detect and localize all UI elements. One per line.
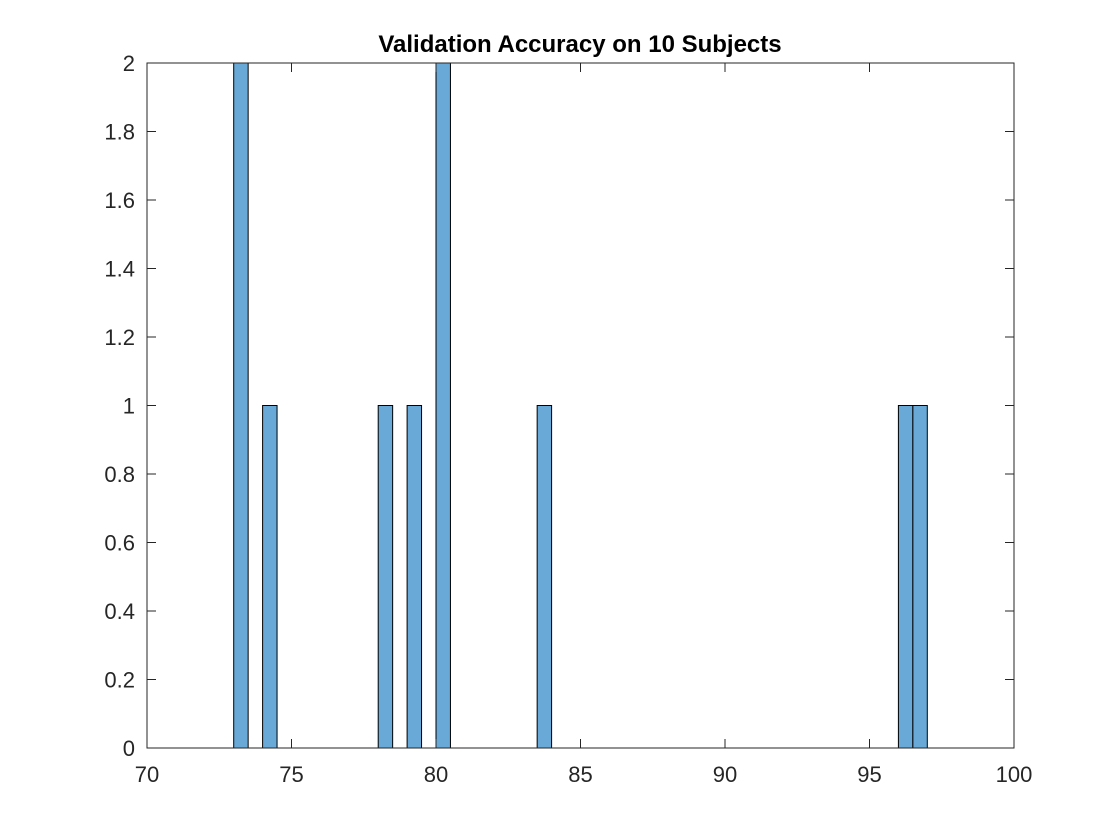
x-tick-label: 75: [279, 762, 303, 787]
y-tick-label: 1.2: [104, 325, 135, 350]
y-tick-label: 0.4: [104, 599, 135, 624]
histogram-bar: [262, 405, 278, 749]
x-tick-label: 95: [857, 762, 881, 787]
histogram-bar: [912, 405, 928, 749]
chart-title: Validation Accuracy on 10 Subjects: [378, 31, 781, 58]
y-tick-label: 1.6: [104, 188, 135, 213]
x-tick-label: 85: [568, 762, 592, 787]
histogram-bar: [897, 405, 914, 749]
y-tick-label: 0.6: [104, 531, 135, 556]
x-tick-label: 80: [424, 762, 448, 787]
histogram-bar: [406, 405, 423, 749]
y-tick-label: 0: [123, 736, 135, 761]
x-tick-label: 70: [135, 762, 159, 787]
histogram-bar: [377, 405, 394, 749]
y-tick-label: 1.8: [104, 120, 135, 145]
histogram-bar: [233, 62, 249, 749]
histogram-bar: [435, 62, 451, 749]
y-tick-label: 2: [123, 51, 135, 76]
x-tick-label: 90: [713, 762, 737, 787]
y-tick-label: 1.4: [104, 257, 135, 282]
plot-area: 70 75 80 85 90 95 100 0 0.2 0.4 0.6 0.8 1 1.2 1.4 1.6 1.…: [104, 51, 1032, 787]
y-tick-label: 1: [123, 394, 135, 419]
y-tick-label: 0.8: [104, 462, 135, 487]
y-tick-label: 0.2: [104, 668, 135, 693]
x-tick-label: 100: [996, 762, 1033, 787]
histogram-bar: [536, 405, 553, 749]
